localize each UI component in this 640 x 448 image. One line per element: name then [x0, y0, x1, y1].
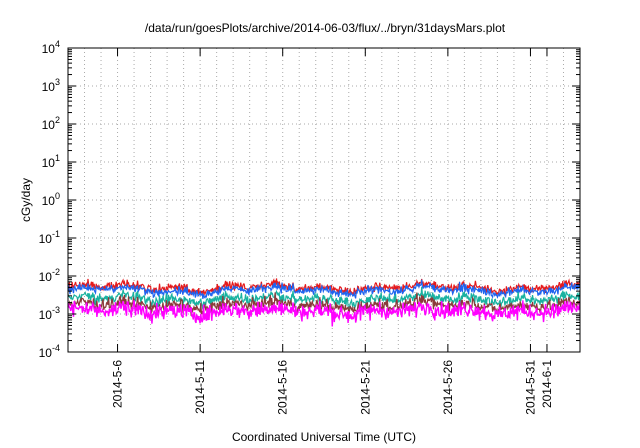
series-line-4 — [67, 292, 581, 316]
y-tick-exponent: -3 — [52, 305, 60, 315]
y-tick-base: 10 — [39, 308, 53, 322]
x-tick-label: 2014-5-11 — [193, 360, 207, 414]
y-tick-base: 10 — [39, 270, 53, 284]
x-tick-label: 2014-5-6 — [111, 360, 125, 408]
y-tick-exponent: 0 — [55, 191, 60, 201]
y-tick-exponent: 4 — [55, 39, 60, 49]
series-group — [67, 278, 581, 327]
y-tick-base: 10 — [42, 194, 56, 208]
x-tick-label: 2014-5-21 — [358, 360, 372, 415]
y-tick-exponent: -2 — [52, 267, 60, 277]
x-tick-label: 2014-5-16 — [276, 360, 290, 415]
chart-title: /data/run/goesPlots/archive/2014-06-03/f… — [145, 21, 506, 35]
y-tick-label: 104 — [42, 39, 60, 56]
y-tick-base: 10 — [42, 118, 56, 132]
series-line-3 — [67, 286, 581, 311]
series-line-5 — [67, 300, 581, 327]
y-tick-base: 10 — [39, 346, 53, 360]
y-tick-base: 10 — [42, 42, 56, 56]
y-tick-label: 101 — [42, 153, 60, 170]
series-line-2 — [67, 279, 581, 299]
x-axis-label: Coordinated Universal Time (UTC) — [232, 430, 416, 444]
y-axis-label: cGy/day — [19, 178, 33, 222]
y-tick-base: 10 — [42, 156, 56, 170]
x-tick-label: 2014-5-26 — [441, 360, 455, 415]
y-tick-label: 102 — [42, 115, 60, 132]
x-tick-label: 2014-5-31 — [523, 360, 537, 415]
y-tick-exponent: -4 — [52, 343, 60, 353]
y-tick-label: 10-1 — [39, 229, 60, 246]
y-tick-exponent: 1 — [55, 153, 60, 163]
y-tick-exponent: 3 — [55, 77, 60, 87]
x-tick-label: 2014-6-1 — [540, 360, 554, 408]
y-tick-label: 103 — [42, 77, 60, 94]
y-tick-label: 10-4 — [39, 343, 60, 360]
grid — [68, 48, 580, 352]
y-tick-label: 100 — [42, 191, 60, 208]
y-tick-base: 10 — [39, 232, 53, 246]
y-tick-label: 10-2 — [39, 267, 60, 284]
y-tick-exponent: -1 — [52, 229, 60, 239]
y-tick-label: 10-3 — [39, 305, 60, 322]
y-tick-exponent: 2 — [55, 115, 60, 125]
y-tick-base: 10 — [42, 80, 56, 94]
